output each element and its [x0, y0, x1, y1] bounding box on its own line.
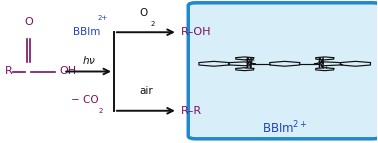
- Text: 2: 2: [150, 21, 155, 27]
- Text: R: R: [5, 66, 13, 77]
- Text: R–R: R–R: [181, 106, 202, 116]
- Text: +: +: [249, 58, 255, 63]
- Text: BBIm$^{2+}$: BBIm$^{2+}$: [262, 119, 307, 136]
- Text: 2: 2: [99, 108, 103, 114]
- Text: N: N: [318, 61, 324, 70]
- Text: OH: OH: [60, 66, 77, 77]
- Text: N: N: [245, 57, 252, 66]
- Text: N: N: [245, 61, 252, 70]
- Text: O: O: [140, 8, 148, 18]
- Text: − CO: − CO: [71, 95, 99, 105]
- Text: O: O: [24, 17, 33, 27]
- Text: BBIm: BBIm: [73, 27, 101, 37]
- Text: +: +: [323, 65, 328, 70]
- Text: 2+: 2+: [98, 15, 108, 21]
- Text: R–OH: R–OH: [181, 27, 211, 37]
- Text: $h\nu$: $h\nu$: [82, 54, 96, 66]
- Text: N: N: [318, 57, 324, 66]
- FancyBboxPatch shape: [188, 3, 378, 139]
- Text: air: air: [139, 86, 153, 96]
